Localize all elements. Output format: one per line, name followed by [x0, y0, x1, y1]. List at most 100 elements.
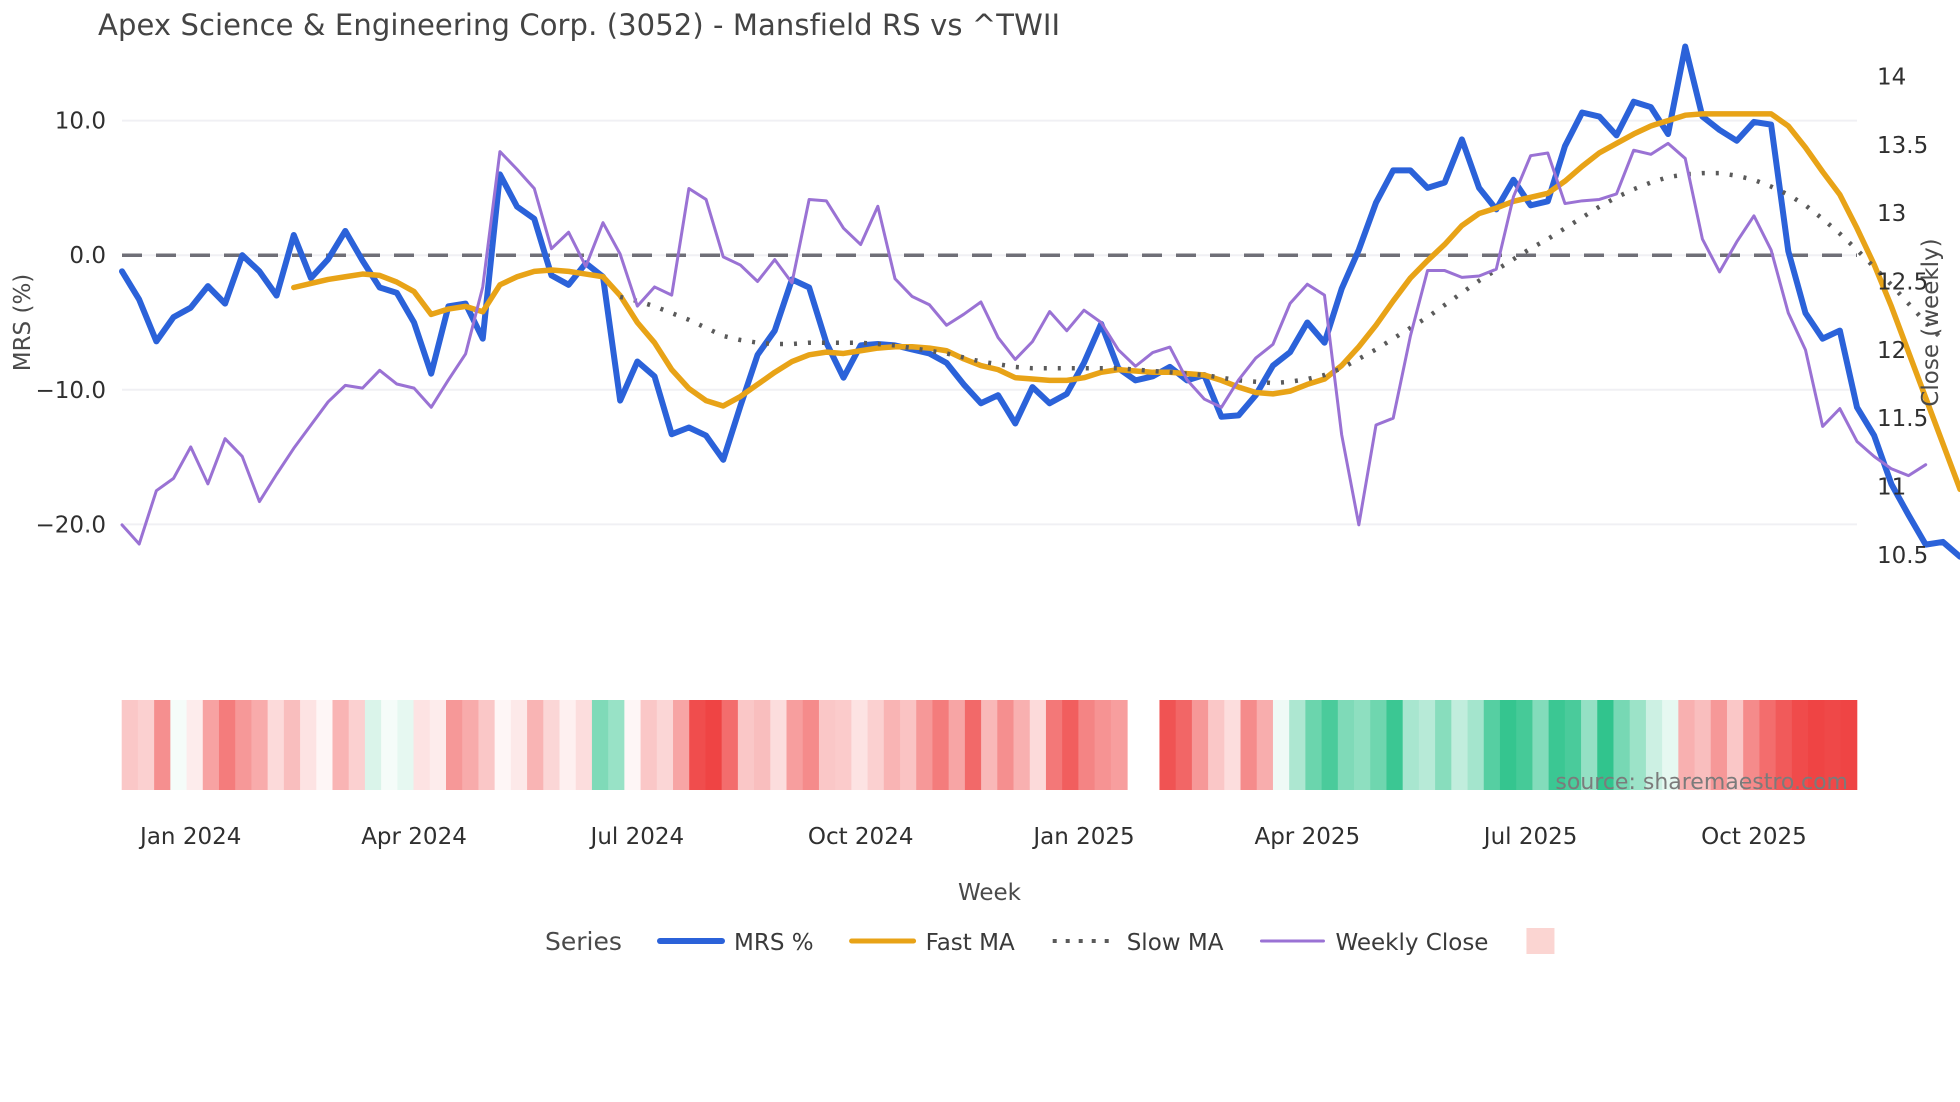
heat-cell: [1759, 700, 1777, 790]
heat-cell: [1499, 700, 1517, 790]
heat-cell: [527, 700, 544, 790]
heat-cell: [559, 700, 577, 790]
heat-cell: [1564, 700, 1582, 790]
heat-cell: [1256, 700, 1274, 790]
heat-cell: [916, 700, 934, 790]
heat-cell: [624, 700, 642, 790]
x-axis-tick-0: Jan 2024: [138, 824, 241, 850]
y-axis-right-tick-2: 13: [1877, 201, 1906, 227]
heat-cell: [737, 700, 755, 790]
series-line-slow-ma: [619, 170, 1945, 386]
series-line-weekly-close: [120, 141, 1928, 546]
heat-cell: [981, 700, 998, 790]
heat-cell: [608, 700, 625, 790]
heat-cell: [1710, 700, 1728, 790]
legend-swatch-4[interactable]: [1526, 928, 1555, 954]
x-axis-tick-3: Oct 2024: [808, 824, 914, 850]
heat-cell: [883, 700, 901, 790]
heat-cell: [1370, 700, 1388, 790]
heat-cell: [656, 700, 674, 790]
legend-label-mrs[interactable]: MRS %: [734, 930, 814, 956]
legend-label-slow-ma[interactable]: Slow MA: [1127, 930, 1224, 956]
heat-cell: [1402, 700, 1420, 790]
y-axis-right-tick-5: 11.5: [1877, 406, 1928, 432]
legend-label-weekly-close[interactable]: Weekly Close: [1335, 930, 1488, 956]
y-axis-left-tick-1: 0.0: [69, 243, 106, 269]
heat-cell: [1354, 700, 1371, 790]
heat-cell: [1029, 700, 1047, 790]
heat-cell: [1467, 700, 1485, 790]
heat-cell: [1337, 700, 1355, 790]
y-axis-right-tick-1: 13.5: [1877, 133, 1928, 159]
heat-cell: [851, 700, 869, 790]
heat-cell: [1321, 700, 1339, 790]
page-title: Apex Science & Engineering Corp. (3052) …: [98, 8, 1061, 42]
y-axis-left-tick-3: −20.0: [36, 512, 106, 538]
heat-cell: [997, 700, 1015, 790]
heat-cell: [1532, 700, 1550, 790]
heat-cell: [721, 700, 739, 790]
y-axis-right-tick-7: 10.5: [1877, 543, 1928, 569]
heat-cell: [1548, 700, 1566, 790]
heat-cell: [689, 700, 707, 790]
y-axis-left-tick-2: −10.0: [36, 378, 106, 404]
heat-cell: [640, 700, 658, 790]
x-axis-tick-4: Jan 2025: [1031, 824, 1134, 850]
heat-cell: [1808, 700, 1825, 790]
heat-cell: [786, 700, 804, 790]
heat-cell: [316, 700, 334, 790]
heat-cell: [754, 700, 771, 790]
heat-cell: [543, 700, 561, 790]
heat-cell: [1386, 700, 1404, 790]
legend-label-fast-ma[interactable]: Fast MA: [926, 930, 1015, 956]
heat-cell: [478, 700, 496, 790]
heat-cell: [235, 700, 253, 790]
y-axis-right-label: Close (weekly): [1918, 238, 1944, 406]
heat-cell: [1726, 700, 1744, 790]
y-axis-right-tick-4: 12: [1877, 338, 1906, 364]
series-line-mrs: [119, 43, 1960, 560]
heat-cell: [364, 700, 382, 790]
x-axis-tick-6: Jul 2025: [1482, 824, 1578, 850]
heat-cell: [1597, 700, 1615, 790]
x-axis-tick-2: Jul 2024: [589, 824, 685, 850]
heat-cell: [1175, 700, 1193, 790]
heat-cell: [1694, 700, 1712, 790]
heat-cell: [348, 700, 366, 790]
heat-cell: [1840, 700, 1858, 790]
heat-cell: [186, 700, 204, 790]
heat-cell: [673, 700, 690, 790]
heat-cell: [1224, 700, 1242, 790]
y-axis-right-tick-0: 14: [1877, 64, 1906, 90]
heat-cell: [1629, 700, 1647, 790]
heat-cell: [591, 700, 609, 790]
heat-cell: [1613, 700, 1631, 790]
heat-cell: [1013, 700, 1031, 790]
heat-cell: [413, 700, 431, 790]
heat-cell: [300, 700, 317, 790]
heat-cell: [1272, 700, 1290, 790]
x-axis-tick-5: Apr 2025: [1254, 824, 1360, 850]
heat-cell: [1645, 700, 1663, 790]
heat-cell: [575, 700, 593, 790]
heat-cell: [1435, 700, 1452, 790]
heat-cell: [397, 700, 415, 790]
heat-cell: [705, 700, 723, 790]
heat-cell: [770, 700, 788, 790]
heat-cell: [1240, 700, 1258, 790]
y-axis-right-tick-3: 12.5: [1877, 269, 1928, 295]
heat-cell: [267, 700, 285, 790]
heat-cell: [1418, 700, 1436, 790]
heat-cell: [381, 700, 398, 790]
heat-cell: [1094, 700, 1112, 790]
y-axis-right-tick-6: 11: [1877, 475, 1906, 501]
heat-cell: [1662, 700, 1679, 790]
heat-cell: [1451, 700, 1469, 790]
heat-cell: [1743, 700, 1761, 790]
heat-cell: [1191, 700, 1209, 790]
heat-cell: [170, 700, 188, 790]
x-axis-tick-1: Apr 2024: [361, 824, 467, 850]
heat-cell: [218, 700, 236, 790]
heat-cell: [900, 700, 917, 790]
